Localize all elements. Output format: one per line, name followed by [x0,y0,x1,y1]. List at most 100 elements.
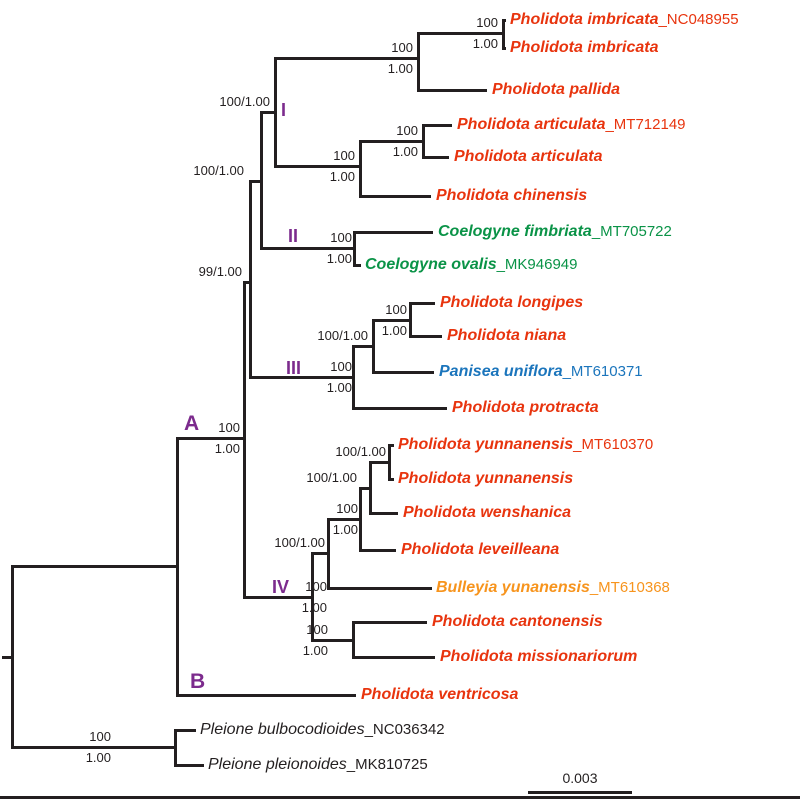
species-name: Pholidota articulata [454,148,603,165]
figure-border-bottom [0,796,800,799]
tree-branch-v-node-cantonensis-pair [352,621,355,659]
species-name: Pholidota yunnanensis [398,470,574,487]
taxon-label: Pholidota niana [447,326,566,346]
taxon-label: Pholidota protracta [452,398,599,418]
species-name: Pholidota leveilleana [401,541,560,558]
species-name: Coelogyne ovalis [365,256,497,273]
support-value-above: 100 [330,230,352,245]
support-value-below: 1.00 [392,144,418,159]
support-value-combined: 100/1.00 [274,535,325,550]
tree-branch-h-branch-clade-IV [244,596,312,599]
support-value-combined: 100/1.00 [193,163,244,178]
species-name: Pleione pleionoides [208,756,347,773]
tree-branch-h-branch-ingroup [12,565,177,568]
leaf-branch [354,264,361,267]
taxon-label: Pholidota wenshanica [403,503,571,523]
tree-branch-h-branch-yunnanensis-pair [370,461,389,464]
taxon-label: Pholidota yunnanensis_MT610370 [398,435,653,455]
tree-branch-v-node-articulata-pair [422,124,425,159]
leaf-branch [353,621,427,624]
tree-branch-v-node-root [11,565,14,749]
clade-label-A: A [184,412,200,435]
support-value-above: 100 [218,420,240,435]
tree-branch-h-root-stub [2,656,12,659]
tree-branch-h-branch-clade-I [261,111,275,114]
tree-branch-v-node-99 [249,180,252,379]
accession-number: _MT610370 [573,436,654,453]
tree-branch-v-node-clade-IV [311,552,314,642]
taxon-label: Pholidota yunnanensis [398,469,573,489]
tree-branch-h-branch-imbricata-pallida [275,57,418,60]
support-value-above: 100 [336,501,358,516]
support-value-combined: 100/1.00 [317,328,368,343]
support-value-below: 1.00 [387,61,413,76]
tree-branch-v-node-pleione-pair [174,729,177,767]
tree-branch-v-node-clade-A [243,281,246,599]
taxon-label: Pleione bulbocodioides_NC036342 [200,720,445,740]
tree-branch-v-node-A-B [176,437,179,697]
tree-branch-v-node-clade-II [353,231,356,267]
species-name: Pholidota ventricosa [361,686,519,703]
taxon-label: Pholidota cantonensis [432,612,603,632]
tree-branch-v-node-imbricata-pair [502,19,505,50]
taxon-label: Pholidota imbricata [510,38,658,58]
tree-branch-h-branch-clades-I-II [250,180,261,183]
support-value-above: 100 [391,40,413,55]
tree-branch-h-branch-wenshanica-node [360,487,370,490]
accession-number: _MT712149 [605,116,686,133]
tree-branch-v-node-articulata-chinensis [359,140,362,198]
tree-branch-v-node-clades-I-II [260,111,263,250]
leaf-branch [175,764,204,767]
species-name: Pholidota missionariorum [440,648,638,665]
support-value-combined: 100/1.00 [335,444,386,459]
tree-branch-h-branch-leveilleana-node [328,518,360,521]
species-name: Pholidota chinensis [436,187,588,204]
accession-number: _MK946949 [496,256,578,273]
accession-number: _MT610371 [562,363,643,380]
clade-label-II: II [288,226,299,246]
leaf-branch [353,656,435,659]
tree-branch-v-node-leveilleana [359,487,362,552]
scale-bar-label: 0.003 [562,770,598,786]
species-name: Pholidota articulata [457,116,606,133]
tree-branch-v-node-clade-I [274,57,277,168]
tree-branch-v-node-panisea [372,319,375,374]
tree-branch-h-branch-cantonensis-pair [312,639,353,642]
taxon-label: Pholidota chinensis [436,186,587,206]
species-name: Pholidota cantonensis [432,613,603,630]
leaf-branch [370,512,398,515]
support-value-above: 100 [306,622,328,637]
species-name: Pholidota protracta [452,399,599,416]
support-value-combined: 100/1.00 [306,470,357,485]
tree-branch-h-branch-articulata-pair [360,140,423,143]
leaf-branch [418,89,487,92]
taxon-label: Pholidota missionariorum [440,647,637,667]
support-value-below: 1.00 [381,323,407,338]
support-value-combined: 99/1.00 [198,264,242,279]
clade-label-IV: IV [272,577,290,597]
species-name: Panisea uniflora [439,363,563,380]
leaf-branch [410,302,435,305]
support-value-above: 100 [89,729,111,744]
leaf-branch [175,729,196,732]
leaf-branch [328,587,432,590]
leaf-branch [353,407,447,410]
tree-branch-v-node-clade-III [352,345,355,410]
tree-branch-h-branch-pleione-clade [12,746,175,749]
tree-branch-v-node-bulleyia [327,518,330,590]
species-name: Pleione bulbocodioides [200,721,365,738]
leaf-branch [389,444,394,447]
taxon-label: Coelogyne ovalis_MK946949 [365,255,578,275]
taxon-label: Pholidota leveilleana [401,540,559,560]
species-name: Coelogyne fimbriata [438,223,592,240]
support-value-below: 1.00 [85,750,111,765]
support-value-above: 100 [396,123,418,138]
species-name: Pholidota imbricata [510,39,659,56]
support-value-below: 1.00 [302,643,328,658]
clade-label-III: III [286,358,302,378]
clade-label-I: I [281,100,287,120]
support-value-below: 1.00 [326,380,352,395]
accession-number: _MK810725 [346,756,428,773]
support-value-below: 1.00 [332,522,358,537]
accession-number: _MT610368 [589,579,670,596]
